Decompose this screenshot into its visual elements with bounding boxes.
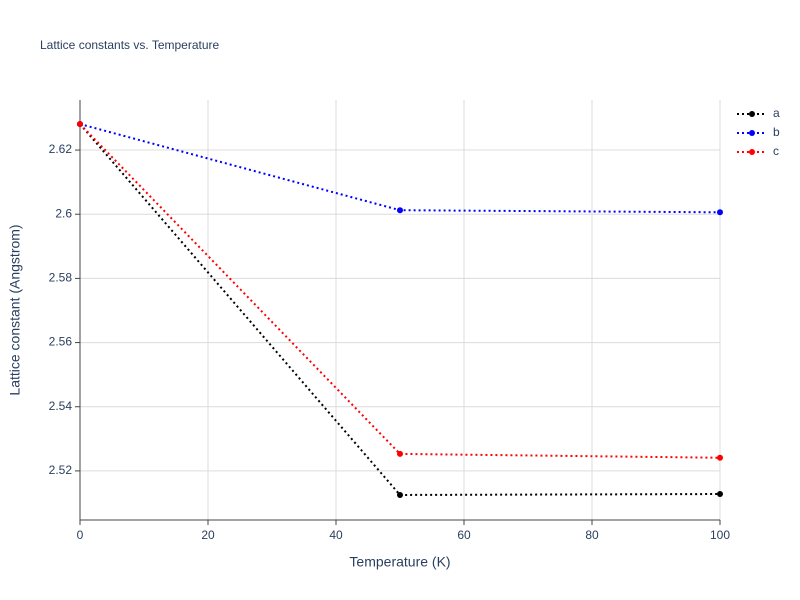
series-line — [79, 123, 721, 496]
y-axis-label: Lattice constant (Angstrom) — [7, 224, 23, 395]
y-tick-label: 2.56 — [49, 335, 73, 349]
point — [77, 121, 83, 128]
point — [397, 450, 403, 457]
series-line — [79, 123, 721, 214]
chart-title: Lattice constants vs. Temperature — [40, 38, 220, 52]
legend-label: c — [773, 144, 779, 158]
legend-marker — [749, 130, 755, 136]
y-tick-label: 2.58 — [49, 271, 73, 285]
x-tick-label: 60 — [457, 528, 471, 542]
y-tick-label: 2.6 — [55, 206, 72, 220]
point — [397, 491, 403, 498]
y-tick-label: 2.62 — [49, 142, 73, 156]
x-axis-label: Temperature (K) — [349, 554, 450, 570]
x-tick-label: 20 — [201, 528, 215, 542]
x-tick-label: 0 — [77, 528, 84, 542]
x-tick-label: 80 — [585, 528, 599, 542]
series-line — [79, 123, 721, 459]
y-tick-label: 2.52 — [49, 463, 73, 477]
y-tick-label: 2.54 — [49, 399, 73, 413]
legend-label: b — [773, 125, 780, 139]
legend-label: a — [773, 106, 780, 120]
legend-marker — [749, 149, 755, 155]
legend-marker — [749, 111, 755, 117]
point — [717, 491, 723, 498]
x-tick-label: 100 — [710, 528, 730, 542]
point — [717, 454, 723, 461]
point — [397, 207, 403, 214]
point — [717, 209, 723, 216]
x-tick-label: 40 — [329, 528, 343, 542]
